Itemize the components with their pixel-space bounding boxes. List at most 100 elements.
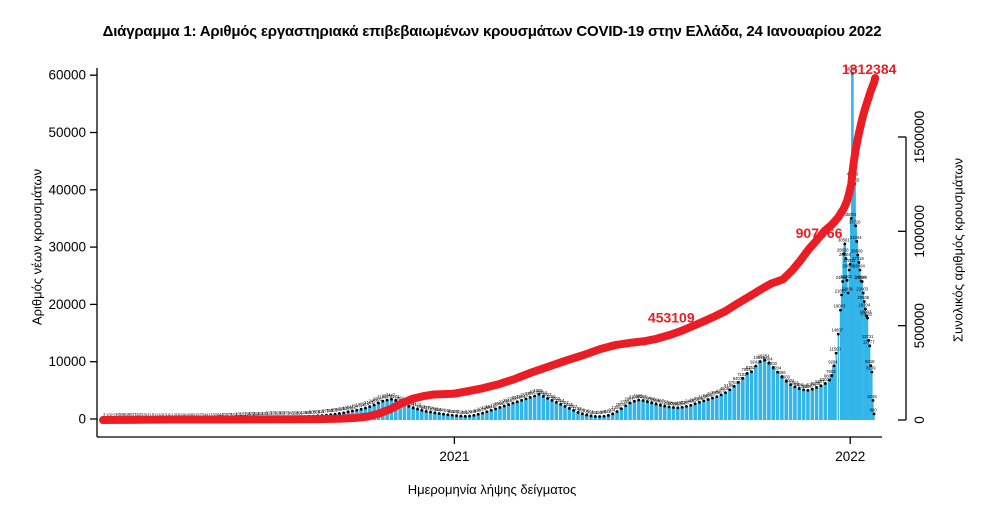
- daily-cases-point: [789, 383, 792, 386]
- daily-cases-bar: [636, 400, 641, 420]
- chart-title: Διάγραμμα 1: Αριθμός εργαστηριακά επιβεβ…: [102, 23, 882, 40]
- daily-value-label: 6004: [785, 378, 795, 383]
- daily-cases-point: [797, 387, 801, 391]
- daily-value-label: 1518: [486, 404, 496, 409]
- daily-value-label: 908: [578, 407, 586, 412]
- daily-cases-point: [850, 71, 854, 75]
- daily-value-label: 9318: [865, 359, 875, 364]
- daily-cases-bar: [680, 407, 684, 420]
- daily-value-label: 41: [206, 412, 211, 417]
- daily-cases-point: [845, 278, 849, 282]
- daily-cases-point: [606, 413, 610, 417]
- daily-cases-point: [864, 307, 867, 311]
- daily-value-label: 1953: [672, 401, 682, 406]
- daily-cases-bar: [658, 405, 663, 420]
- daily-cases-bar: [576, 412, 580, 420]
- daily-cases-bar: [829, 375, 834, 420]
- daily-cases-bar: [823, 383, 828, 420]
- daily-cases-point: [646, 400, 649, 404]
- daily-cases-point: [628, 401, 632, 405]
- daily-cases-bar: [584, 414, 589, 420]
- daily-cases-bar: [846, 280, 848, 420]
- daily-value-label: 1194: [425, 406, 435, 411]
- daily-cases-point: [468, 414, 471, 418]
- daily-cases-point: [750, 370, 753, 374]
- daily-cases-bar: [415, 409, 420, 420]
- y-left-tick-label: 60000: [48, 68, 86, 83]
- daily-cases-point: [839, 308, 842, 312]
- daily-value-label: 3316: [381, 393, 391, 398]
- daily-cases-point: [856, 253, 860, 257]
- daily-value-label: 8199: [866, 366, 876, 371]
- daily-value-label: 52: [137, 412, 142, 417]
- daily-cases-point: [689, 403, 693, 407]
- daily-value-label: 3264: [516, 394, 526, 399]
- daily-cases-bar: [437, 413, 441, 420]
- daily-cases-bar: [459, 416, 463, 420]
- daily-cases-point: [823, 382, 827, 385]
- daily-cases-bar: [623, 405, 628, 420]
- daily-cases-point: [706, 398, 710, 401]
- daily-value-label: 3156: [698, 394, 708, 399]
- daily-cases-point: [806, 388, 810, 392]
- daily-cases-point: [429, 410, 432, 414]
- daily-value-label: 22: [193, 412, 198, 417]
- daily-cases-bar: [467, 415, 472, 420]
- daily-value-label: 553: [587, 409, 595, 414]
- daily-value-label: 462: [591, 410, 599, 415]
- daily-cases-point: [346, 410, 350, 414]
- daily-cases-point: [865, 314, 868, 318]
- daily-value-label: 5603: [789, 380, 799, 385]
- daily-cases-point: [442, 412, 445, 416]
- daily-cases-bar: [511, 403, 515, 420]
- daily-value-label: 7103: [737, 372, 747, 377]
- daily-value-label: 486: [600, 410, 608, 415]
- daily-value-label: 2406: [685, 399, 695, 404]
- daily-cases-point: [767, 361, 771, 365]
- daily-value-label: 3657: [707, 392, 717, 397]
- daily-value-label: 1914: [360, 402, 370, 407]
- daily-value-label: 44: [219, 412, 224, 417]
- daily-value-label: 1266: [481, 405, 491, 410]
- daily-cases-bar: [715, 396, 719, 420]
- daily-value-label: 24003: [836, 275, 848, 280]
- daily-cases-point: [602, 414, 606, 418]
- daily-value-label: 2554: [555, 398, 565, 403]
- daily-value-label: 391: [296, 410, 304, 415]
- daily-cases-point: [455, 414, 458, 418]
- daily-value-label: 426: [300, 410, 308, 415]
- daily-value-label: 17622: [861, 312, 873, 317]
- daily-cases-bar: [476, 414, 481, 420]
- daily-cases-bar: [848, 269, 850, 420]
- daily-cases-bar: [567, 408, 572, 420]
- daily-cases-point: [472, 413, 476, 417]
- daily-cases-point: [515, 400, 519, 404]
- daily-cases-bar: [580, 413, 585, 420]
- daily-cases-point: [411, 406, 415, 410]
- daily-value-label: 2108: [663, 400, 673, 405]
- daily-value-label: 251: [257, 411, 265, 416]
- daily-cases-point: [867, 338, 871, 342]
- daily-cases-bar: [754, 366, 758, 420]
- daily-value-label: 1714: [355, 403, 365, 408]
- daily-value-label: 30561: [838, 237, 850, 242]
- daily-cases-bar: [662, 406, 667, 420]
- daily-cases-bar: [732, 386, 736, 420]
- daily-cases-bar: [558, 404, 563, 420]
- daily-cases-bar: [606, 415, 611, 420]
- daily-value-label: 3954: [538, 390, 548, 395]
- daily-cases-point: [446, 413, 450, 417]
- daily-cases-bar: [498, 407, 502, 420]
- daily-value-label: 359: [279, 410, 287, 415]
- daily-value-label: 1856: [564, 402, 574, 407]
- daily-cases-bar: [667, 406, 671, 420]
- daily-cases-point: [842, 252, 846, 256]
- daily-cases-point: [459, 414, 463, 418]
- daily-value-label: 582: [452, 409, 460, 414]
- daily-cases-point: [784, 379, 788, 383]
- daily-cases-bar: [801, 389, 806, 420]
- daily-value-label: 1305: [611, 405, 621, 410]
- daily-cases-point: [567, 406, 571, 410]
- daily-cases-point: [364, 406, 367, 410]
- daily-cases-bar: [832, 365, 836, 420]
